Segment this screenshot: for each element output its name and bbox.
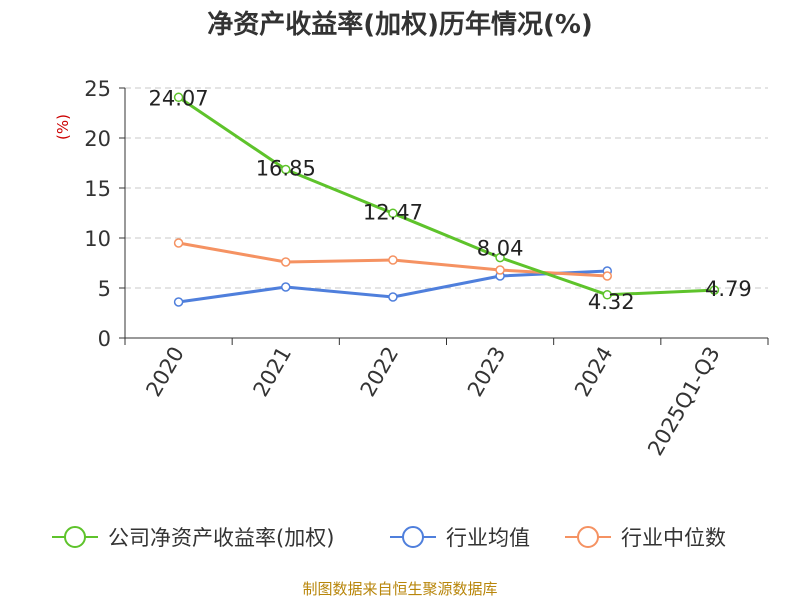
data-label: 24.07 (149, 86, 209, 110)
y-tick-label: 25 (84, 77, 111, 101)
y-tick-label: 10 (84, 227, 111, 251)
data-point (173, 238, 184, 248)
y-axis-label: (%) (54, 114, 72, 140)
legend-marker (577, 526, 599, 548)
x-tick-label: 2022 (356, 343, 404, 401)
x-tick-label: 2023 (463, 343, 511, 401)
y-tick-label: 20 (84, 127, 111, 151)
data-point (602, 290, 612, 300)
data-point (495, 265, 505, 275)
legend-marker (64, 526, 86, 548)
data-point (388, 292, 398, 302)
data-label: 12.47 (363, 200, 423, 224)
data-point (173, 297, 184, 307)
data-point (173, 92, 184, 103)
data-label: 4.79 (705, 277, 752, 301)
data-point (388, 255, 398, 265)
y-tick-label: 5 (98, 277, 111, 301)
data-point (388, 208, 398, 219)
x-tick-label: 2024 (570, 343, 618, 401)
data-point (602, 271, 612, 281)
data-source-note: 制图数据来自恒生聚源数据库 (302, 580, 498, 598)
data-point (281, 164, 291, 175)
chart-title: 净资产收益率(加权)历年情况(%) (207, 10, 593, 40)
data-point (281, 282, 291, 292)
series-line (177, 96, 715, 297)
data-point (709, 285, 720, 295)
legend-label: 行业中位数 (621, 526, 726, 550)
data-label: 8.04 (477, 237, 524, 261)
data-point (281, 257, 291, 267)
data-point (495, 252, 505, 263)
data-label: 4.32 (588, 290, 635, 314)
y-tick-label: 15 (84, 177, 111, 201)
legend-label: 公司净资产收益率(加权) (108, 526, 334, 550)
legend-label: 行业均值 (446, 526, 530, 550)
x-tick-label: 2021 (249, 343, 297, 401)
y-tick-label: 0 (98, 327, 111, 351)
legend-marker (402, 526, 424, 548)
x-tick-label: 2020 (141, 343, 189, 401)
data-label: 16.85 (256, 157, 316, 181)
x-tick-label: 2025Q1-Q3 (643, 343, 725, 460)
